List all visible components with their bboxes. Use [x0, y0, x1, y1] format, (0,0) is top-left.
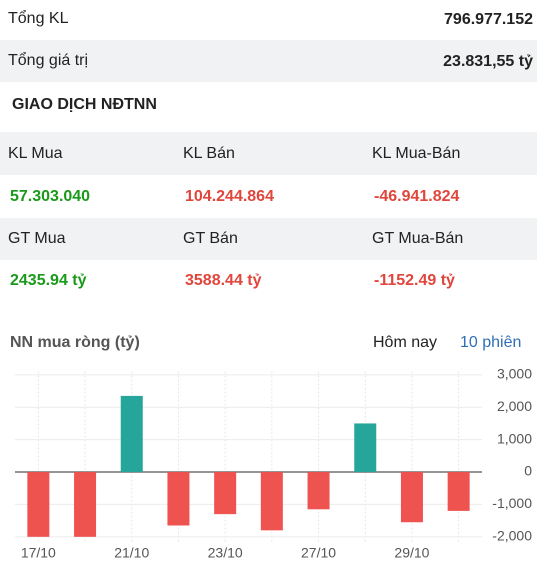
grid-row: KL Mua KL Bán KL Mua-Bán — [0, 132, 537, 175]
tab[interactable]: Hôm nay — [373, 334, 438, 351]
bar — [447, 472, 470, 511]
bar — [120, 395, 143, 473]
bar — [354, 423, 377, 473]
chart: 3,000 2,000 1,000 0 -1,000 -2,000 17/10 21/10 23… — [15, 366, 532, 561]
y-tick-label: 0 — [524, 463, 532, 479]
grid-row: 2435.94 tỷ 3588.44 tỷ -1152.49 tỷ — [0, 260, 537, 302]
bar — [400, 472, 423, 523]
value: -1152.49 tỷ — [374, 272, 455, 289]
bar — [74, 472, 97, 537]
value: -46.941.824 — [374, 188, 460, 205]
header: KL Bán — [183, 145, 235, 162]
y-tick-label: -2,000 — [492, 528, 532, 544]
bar — [214, 472, 237, 515]
header: KL Mua-Bán — [372, 145, 461, 162]
y-tick-label: 2,000 — [497, 398, 532, 414]
y-tick-label: -1,000 — [492, 495, 532, 511]
label: Tổng KL — [8, 10, 69, 27]
value: 796.977.152 — [444, 11, 533, 28]
value: 2435.94 tỷ — [10, 272, 87, 289]
header: GT Bán — [183, 230, 238, 247]
value: 104.244.864 — [185, 188, 274, 205]
x-tick-label: 17/10 — [21, 545, 56, 561]
y-tick-label: 1,000 — [497, 430, 532, 446]
x-tick-label: 23/10 — [208, 545, 243, 561]
chart-title: NN mua ròng (tỷ) — [10, 334, 140, 351]
grid-row: GT Mua GT Bán GT Mua-Bán — [0, 218, 537, 260]
value: 23.831,55 tỷ — [443, 53, 533, 70]
grid-row: 57.303.040 104.244.864 -46.941.824 — [0, 175, 537, 218]
label: Tổng giá trị — [8, 52, 89, 69]
section-title: GIAO DỊCH NĐTNN — [12, 96, 157, 113]
header: KL Mua — [8, 145, 63, 162]
x-tick-label: 21/10 — [114, 545, 149, 561]
value: 3588.44 tỷ — [185, 272, 262, 289]
bar — [167, 472, 190, 526]
x-tick-label: 29/10 — [394, 545, 429, 561]
header: GT Mua — [8, 230, 66, 247]
header: GT Mua-Bán — [372, 230, 464, 247]
value: 57.303.040 — [10, 188, 91, 205]
x-tick-label: 27/10 — [301, 545, 336, 561]
bar — [307, 472, 330, 510]
bar — [260, 472, 283, 531]
y-tick-label: 3,000 — [497, 366, 532, 382]
summary-row: Tổng giá trị 23.831,55 tỷ — [0, 40, 537, 82]
summary-row: Tổng KL 796.977.152 — [0, 0, 537, 40]
bar — [27, 472, 50, 537]
tab[interactable]: 10 phiên — [460, 334, 522, 351]
